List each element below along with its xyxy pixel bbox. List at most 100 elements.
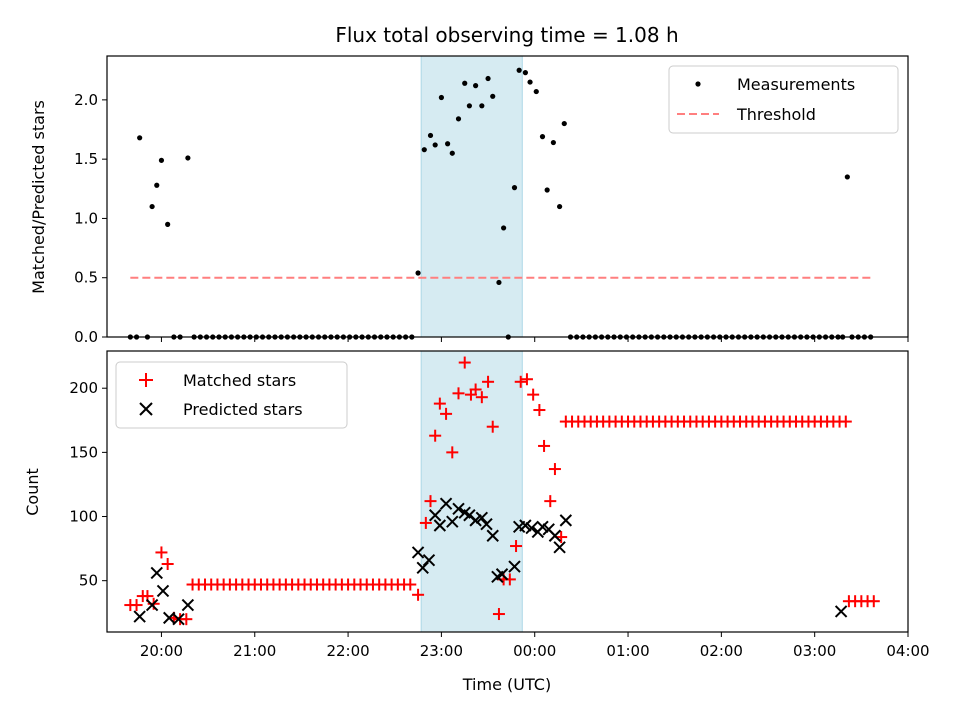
measurement-point: [844, 174, 850, 180]
y-tick-label: 200: [69, 379, 98, 397]
measurement-point: [449, 150, 455, 156]
predicted-star-point: [469, 514, 482, 527]
predicted-star-point: [439, 497, 453, 510]
measurement-point: [462, 80, 468, 86]
predicted-star-point: [508, 560, 521, 573]
matched-star-point: [404, 578, 417, 591]
measurement-point: [533, 88, 539, 95]
y-tick-label: 50: [79, 572, 98, 590]
matched-star-point: [482, 375, 495, 388]
predicted-star-point: [133, 610, 146, 623]
matched-star-point: [867, 595, 880, 608]
predicted-stars-group: [133, 497, 848, 626]
measurement-point: [473, 83, 479, 89]
ratio-panel-frame: [106, 55, 909, 338]
measurement-point: [149, 203, 155, 210]
measurement-point: [137, 135, 143, 141]
predicted-star-point: [553, 541, 566, 554]
measurement-point: [438, 94, 444, 101]
x-tick-label: 23:00: [420, 642, 463, 660]
x-tick-label: 21:00: [233, 642, 276, 660]
ratio-legend-box: [668, 65, 899, 134]
matched-star-point: [433, 397, 446, 410]
measurement-point: [432, 142, 438, 148]
predicted-star-point: [475, 511, 489, 525]
x-tick-label: 04:00: [886, 642, 929, 660]
legend-matched-label: Matched stars: [183, 371, 296, 390]
legend-predicted-label: Predicted stars: [183, 400, 303, 419]
matched-star-point: [155, 546, 168, 559]
matched-star-point: [458, 356, 471, 369]
matched-star-point: [412, 588, 425, 601]
count-panel-frame: [106, 350, 909, 633]
matched-star-point: [446, 446, 459, 459]
count-panel: 50 100 150 200 20:00 21:00 22:00 23:00 00:00 01:…: [23, 350, 930, 694]
matched-star-point: [161, 557, 174, 570]
legend-measurements-label: Measurements: [737, 75, 855, 94]
matched-star-point: [533, 404, 546, 417]
predicted-star-point: [536, 520, 549, 533]
measurement-point: [154, 182, 160, 188]
x-tick-label: 03:00: [793, 642, 836, 660]
matched-star-point: [440, 407, 453, 420]
predicted-star-point: [480, 518, 493, 531]
measurement-point: [421, 147, 427, 153]
matched-star-point: [475, 391, 488, 404]
legend-matched-marker: [139, 373, 153, 387]
measurement-point: [485, 75, 491, 82]
measurement-points-group: [127, 67, 874, 340]
matched-star-point: [839, 415, 852, 428]
predicted-star-point: [525, 521, 538, 535]
measurement-point: [415, 270, 421, 276]
matched-star-point: [469, 383, 482, 396]
y-tick-label: 2.0: [74, 91, 98, 109]
matched-star-point: [429, 429, 442, 442]
measurement-point: [479, 103, 485, 109]
measurement-point: [185, 155, 191, 161]
y-tick-label: 1.0: [74, 209, 98, 227]
predicted-star-point: [495, 568, 509, 581]
count-legend: Matched stars Predicted stars: [115, 361, 348, 429]
measurement-point: [158, 157, 165, 163]
predicted-star-point: [446, 515, 459, 528]
matched-star-point: [514, 375, 527, 388]
y-tick-label: 1.5: [74, 150, 98, 168]
figure-title: Flux total observing time = 1.08 h: [335, 23, 678, 47]
legend-measurements-marker: [695, 81, 701, 87]
predicted-star-point: [150, 566, 163, 580]
predicted-star-point: [452, 502, 465, 516]
x-tick-label: 01:00: [606, 642, 649, 660]
observing-window-shade-top: [420, 55, 523, 338]
predicted-star-point: [548, 529, 562, 542]
predicted-star-point: [428, 509, 442, 522]
measurement-point: [544, 187, 550, 193]
matched-star-point: [419, 516, 432, 529]
measurement-point: [527, 79, 533, 85]
measurement-point: [539, 134, 546, 140]
predicted-star-point: [433, 519, 447, 532]
measurement-point: [550, 139, 556, 146]
measurement-point: [496, 279, 502, 286]
measurement-point: [165, 221, 171, 227]
matched-star-point: [492, 608, 505, 621]
matched-star-point: [527, 388, 540, 401]
matched-star-point: [486, 420, 499, 433]
measurement-point: [427, 132, 434, 139]
legend-threshold-label: Threshold: [736, 105, 816, 124]
predicted-star-point: [411, 546, 425, 559]
matched-star-point: [180, 613, 193, 626]
x-tick-label: 00:00: [513, 642, 556, 660]
predicted-star-point: [145, 598, 159, 612]
ratio-legend: Measurements Threshold: [668, 65, 899, 134]
matched-star-point: [520, 373, 533, 386]
observing-window-band: [420, 55, 523, 338]
predicted-star-point: [156, 584, 170, 598]
measurement-point: [522, 69, 528, 76]
measurement-point: [445, 141, 451, 147]
predicted-star-point: [422, 553, 436, 567]
y-tick-label: 0.5: [74, 269, 98, 287]
measurement-point: [466, 103, 472, 109]
predicted-star-point: [486, 529, 499, 542]
x-tick-label: 02:00: [700, 642, 743, 660]
measurement-point: [511, 185, 518, 191]
